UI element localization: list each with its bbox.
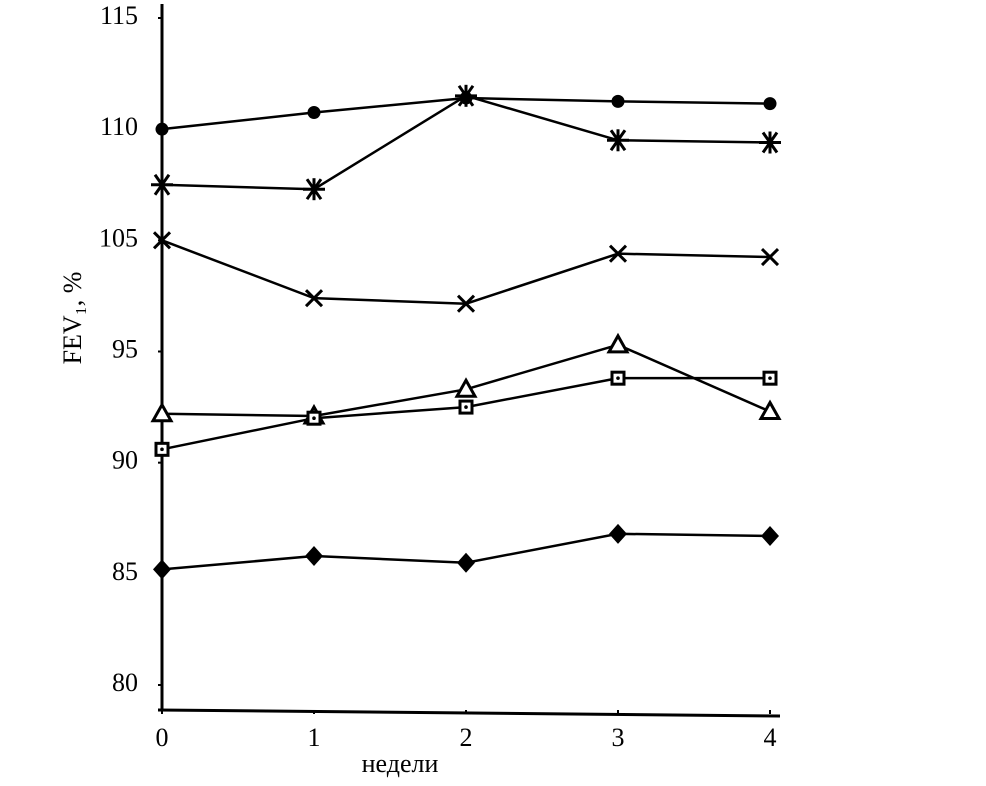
- marker: [152, 231, 172, 250]
- marker-shape: [761, 526, 779, 547]
- marker-shape: [456, 294, 476, 313]
- marker: [762, 370, 778, 386]
- marker-shape: [609, 523, 627, 544]
- x-axis-label: недели: [362, 749, 439, 778]
- series-line: [161, 94, 771, 191]
- marker-shape: [454, 377, 478, 398]
- y-tick-label: 90: [112, 446, 138, 475]
- marker: [304, 289, 324, 308]
- marker-shape: [760, 247, 780, 267]
- marker: [608, 244, 628, 263]
- marker-shape: [763, 97, 777, 111]
- marker: [151, 173, 173, 196]
- marker-shape: [606, 332, 630, 354]
- marker-shape: [305, 546, 323, 567]
- marker-shape: [150, 401, 174, 423]
- marker: [305, 546, 323, 567]
- marker-shape: [616, 376, 620, 380]
- marker: [457, 552, 475, 573]
- marker: [609, 523, 627, 544]
- marker: [456, 294, 476, 313]
- marker: [306, 410, 322, 426]
- series-line: [161, 239, 771, 305]
- marker-shape: [611, 94, 625, 108]
- marker-shape: [155, 122, 169, 136]
- x-axis: [157, 708, 781, 718]
- y-tick-label: 105: [99, 223, 138, 252]
- marker: [150, 401, 174, 423]
- marker: [610, 370, 626, 386]
- marker-shape: [153, 559, 171, 580]
- x-tick-label: 1: [308, 723, 321, 752]
- marker: [760, 247, 780, 267]
- marker: [153, 559, 171, 580]
- marker: [761, 526, 779, 547]
- y-axis-label: FEV₁, %: [58, 272, 87, 365]
- marker-shape: [457, 552, 475, 573]
- marker: [763, 97, 777, 111]
- x-tick-label: 0: [156, 723, 169, 752]
- y-tick-label: 95: [112, 334, 138, 363]
- marker-shape: [304, 289, 324, 308]
- marker: [155, 122, 169, 136]
- y-tick-label: 110: [100, 112, 138, 141]
- x-tick-label: 2: [460, 723, 473, 752]
- marker-shape: [160, 447, 164, 452]
- y-tick-label: 80: [112, 668, 138, 697]
- marker: [455, 84, 477, 107]
- marker: [758, 399, 782, 421]
- marker-shape: [312, 416, 316, 420]
- marker: [303, 178, 325, 201]
- marker: [454, 377, 478, 398]
- marker-shape: [768, 376, 772, 380]
- marker: [458, 399, 474, 415]
- marker: [307, 105, 321, 119]
- marker: [154, 441, 170, 457]
- marker: [759, 131, 781, 154]
- x-tick-label: 4: [764, 723, 777, 752]
- marker-shape: [758, 399, 782, 421]
- marker-shape: [152, 231, 172, 250]
- marker-shape: [464, 405, 468, 409]
- marker: [607, 129, 629, 152]
- marker: [611, 94, 625, 108]
- y-tick-label: 115: [100, 1, 138, 30]
- marker: [606, 332, 630, 354]
- marker-shape: [608, 244, 628, 263]
- x-tick-label: 3: [612, 723, 625, 752]
- marker-shape: [307, 105, 321, 119]
- y-tick-label: 85: [112, 557, 138, 586]
